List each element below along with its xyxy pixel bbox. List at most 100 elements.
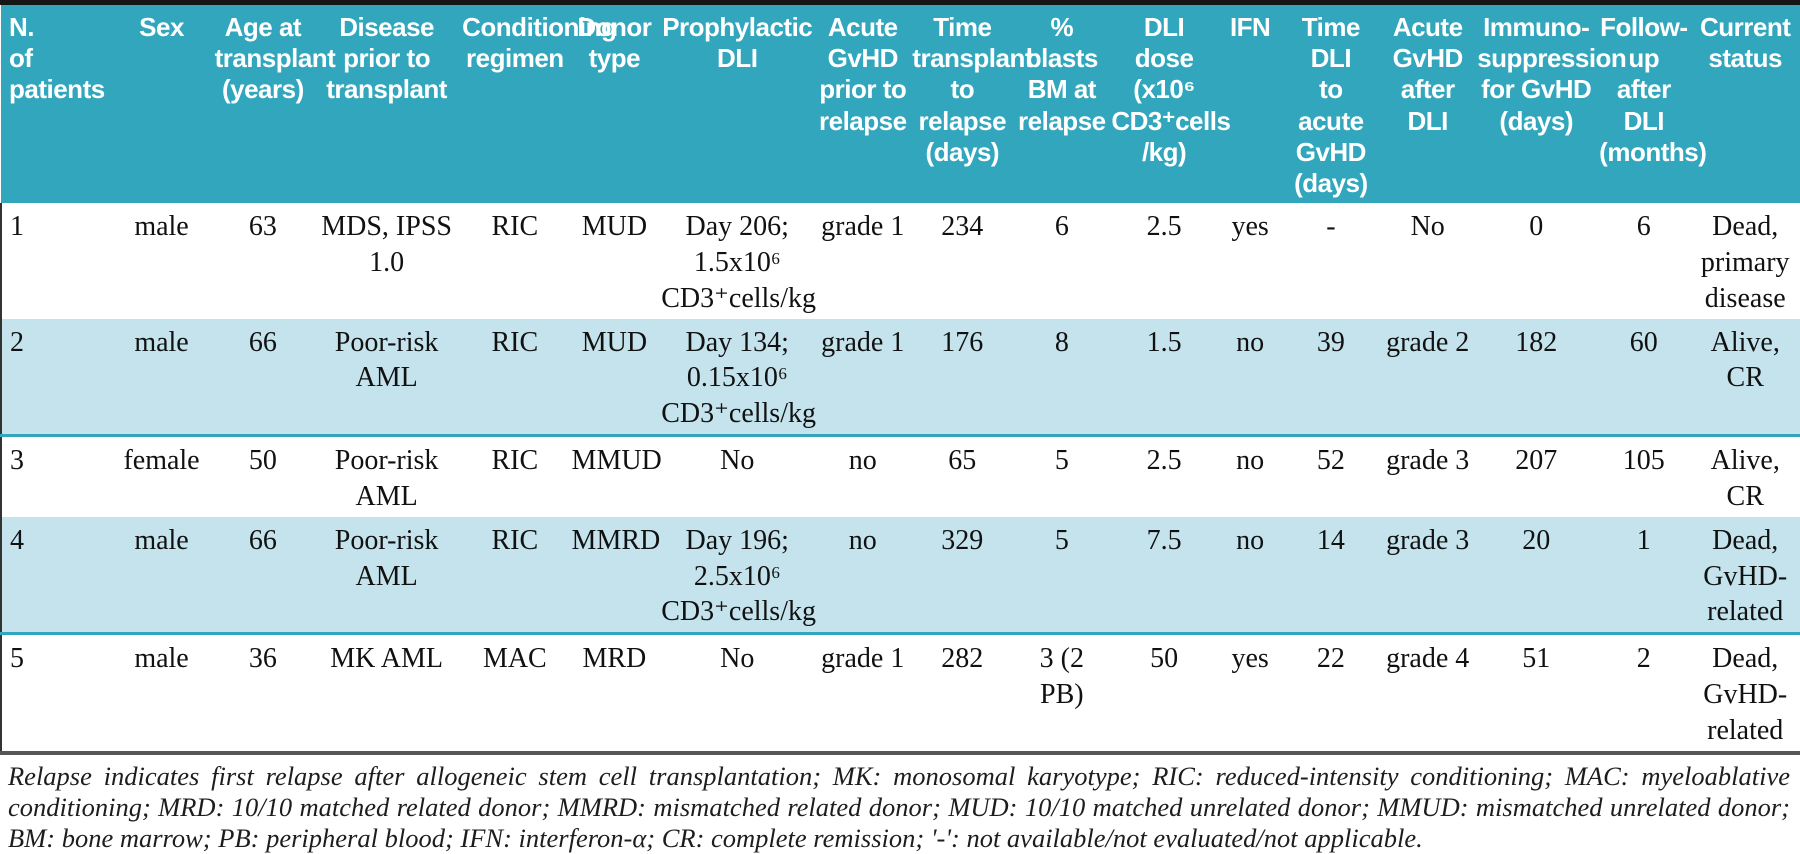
patient-row-2: 2 male 66 Poor-risk AML RIC MUD Day 134; 0.15x… [0, 318, 1800, 438]
cell-age-at-transplant: 50 [248, 445, 277, 477]
column-header-sex: Sex [110, 5, 213, 204]
cell-disease-prior: Poor-risk AML [313, 318, 461, 438]
cell-immunosuppression: 182 [1475, 318, 1598, 438]
cell-donor-type: MUD [569, 318, 660, 438]
cell-blasts-bm: 8 [1014, 318, 1110, 438]
cell-sex: male [110, 516, 213, 636]
column-header-n-of-patients: N. of patients [1, 5, 111, 204]
cell-prophylactic-dli: Day 206; 1.5x10⁶ CD3⁺cells/kg [661, 211, 816, 314]
cell-age-at-transplant: 63 [248, 211, 277, 243]
cell-blasts-bm: 3 (2 PB) [1039, 643, 1084, 711]
cell-ifn: yes [1231, 211, 1269, 243]
cell-n-of-patients: 1 [0, 203, 111, 319]
cell-ifn: no [1236, 445, 1265, 477]
cell-conditioning-regimen: RIC [491, 445, 539, 477]
cell-immunosuppression: 207 [1515, 445, 1558, 477]
cell-current-status: Dead, GvHD- related [1690, 516, 1800, 636]
cell-n-of-patients: 3 [0, 435, 111, 517]
cell-conditioning-regimen: RIC [491, 211, 539, 243]
column-header-prophylactic-dli: Prophylactic DLI [659, 5, 816, 204]
cell-time-to-relapse: 329 [910, 516, 1015, 636]
cell-n-of-patients: 5 [0, 633, 111, 751]
column-header-conditioning-regimen: Conditioning regimen [460, 5, 617, 204]
cell-conditioning-regimen: MAC [482, 643, 547, 675]
cell-time-to-relapse: 65 [948, 445, 977, 477]
cell-immunosuppression: 0 [1529, 211, 1544, 243]
cell-follow-up: 1 [1597, 516, 1691, 636]
cell-sex: male [110, 318, 213, 438]
cell-age-at-transplant: 66 [212, 318, 314, 438]
cell-follow-up: 2 [1636, 643, 1651, 675]
column-header-time-dli-to-gvhd: Time DLI to acute GvHD (days) [1281, 5, 1381, 204]
cell-donor-type: MUD [581, 211, 648, 243]
cell-current-status: Alive, CR [1710, 445, 1780, 512]
cell-dli-dose: 2.5 [1146, 211, 1182, 243]
cell-sex: male [134, 643, 189, 675]
cell-time-dli-to-gvhd: 22 [1316, 643, 1345, 675]
cell-time-to-relapse: 234 [941, 211, 984, 243]
cell-time-dli-to-gvhd: 39 [1281, 318, 1381, 438]
cell-dli-dose: 1.5 [1109, 318, 1219, 438]
cell-current-status: Dead, GvHD- related [1703, 643, 1788, 746]
cell-immunosuppression: 20 [1475, 516, 1598, 636]
column-header-disease-prior: Disease prior to transplant [313, 5, 461, 204]
cell-time-dli-to-gvhd: 52 [1316, 445, 1345, 477]
cell-follow-up: 60 [1597, 318, 1691, 438]
cell-donor-type: MMRD [569, 516, 660, 636]
column-header-dli-dose: DLI dose (x10⁶ CD3⁺cells /kg) [1109, 5, 1231, 204]
cell-sex: female [123, 445, 200, 477]
cell-follow-up: 6 [1636, 211, 1651, 243]
cell-acute-gvhd-after: grade 3 [1380, 516, 1476, 636]
cell-acute-gvhd-after: No [1410, 211, 1445, 243]
patients-dli-table: N. of patients Sex Age at transplant (year… [0, 5, 1800, 751]
cell-dli-dose: 50 [1150, 643, 1179, 675]
column-header-time-to-relapse: Time transplant to relapse (days) [910, 5, 1033, 204]
cell-dli-dose: 7.5 [1109, 516, 1219, 636]
cell-disease-prior: MDS, IPSS 1.0 [321, 211, 452, 278]
column-header-age-at-transplant: Age at transplant (years) [212, 5, 336, 204]
cell-sex: male [134, 211, 189, 243]
cell-prophylactic-dli: No [720, 445, 755, 477]
cell-n-of-patients: 4 [0, 516, 111, 636]
patient-row-1: 1 male 63 MDS, IPSS 1.0 RIC MUD Day 206; 1.5x1… [0, 203, 1800, 319]
cell-follow-up: 105 [1622, 445, 1665, 477]
cell-acute-gvhd-after: grade 4 [1386, 643, 1470, 675]
column-header-acute-gvhd-after: Acute GvHD after DLI [1380, 5, 1476, 204]
cell-prophylactic-dli: Day 196; 2.5x10⁶ CD3⁺cells/kg [659, 516, 816, 636]
cell-acute-gvhd-prior: no [848, 445, 877, 477]
cell-disease-prior: Poor-risk AML [334, 445, 439, 512]
cell-age-at-transplant: 66 [212, 516, 314, 636]
patient-row-4: 4 male 66 Poor-risk AML RIC MMRD Day 196; 2.5x… [0, 516, 1800, 636]
cell-acute-gvhd-prior: grade 1 [821, 211, 905, 243]
cell-immunosuppression: 51 [1522, 643, 1551, 675]
cell-disease-prior: MK AML [330, 643, 443, 675]
cell-conditioning-regimen: RIC [460, 318, 570, 438]
cell-acute-gvhd-prior: no [815, 516, 911, 636]
column-header-blasts-bm: % blasts BM at relapse [1014, 5, 1110, 204]
patient-row-5: 5 male 36 MK AML MAC MRD No grade 1 282 3 (2 PB) 5… [0, 633, 1800, 751]
cell-time-dli-to-gvhd: 14 [1281, 516, 1381, 636]
column-header-ifn: IFN [1218, 5, 1282, 204]
column-header-acute-gvhd-prior: Acute GvHD prior to relapse [815, 5, 911, 204]
cell-blasts-bm: 6 [1054, 211, 1069, 243]
cell-prophylactic-dli: Day 134; 0.15x10⁶ CD3⁺cells/kg [659, 318, 816, 438]
cell-n-of-patients: 2 [0, 318, 111, 438]
table-header: N. of patients Sex Age at transplant (year… [1, 5, 1800, 204]
table-body: 1 male 63 MDS, IPSS 1.0 RIC MUD Day 206; 1.5x1… [0, 203, 1800, 751]
cell-disease-prior: Poor-risk AML [313, 516, 461, 636]
cell-prophylactic-dli: No [720, 643, 755, 675]
cell-blasts-bm: 5 [1014, 516, 1110, 636]
cell-blasts-bm: 5 [1054, 445, 1069, 477]
cell-ifn: no [1218, 516, 1282, 636]
table-top-rule [0, 0, 1800, 5]
column-header-current-status: Current status [1690, 5, 1800, 204]
table-footnote: Relapse indicates first relapse after al… [8, 760, 1790, 853]
column-header-donor-type: Donor type [569, 5, 660, 204]
cell-acute-gvhd-after: grade 2 [1380, 318, 1476, 438]
patient-row-3: 3 female 50 Poor-risk AML RIC MMUD No no 65 5 2.5 n… [0, 435, 1800, 517]
cell-time-to-relapse: 176 [910, 318, 1015, 438]
cell-dli-dose: 2.5 [1146, 445, 1182, 477]
column-header-follow-up: Follow-up after DLI (months) [1597, 5, 1707, 204]
cell-ifn: no [1218, 318, 1282, 438]
